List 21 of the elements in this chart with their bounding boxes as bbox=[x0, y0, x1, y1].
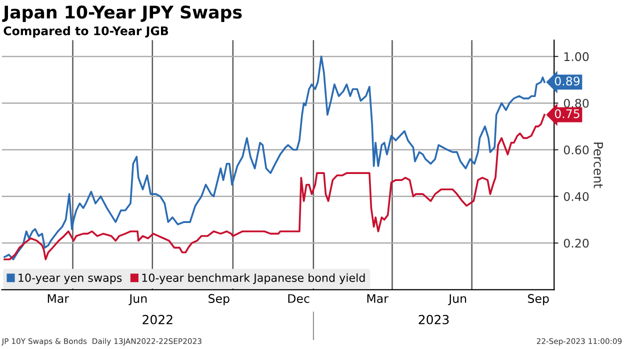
annotation: 0.75 bbox=[554, 109, 580, 118]
text: 2023 bbox=[418, 314, 449, 324]
x-tick-label: Jun bbox=[128, 294, 147, 306]
x-tick-label: Dec bbox=[288, 294, 310, 303]
y-tick-label: 1.00 bbox=[564, 52, 589, 62]
x-tick-label: Sep bbox=[208, 294, 230, 306]
chart-subtitle: Compared to 10-Year JGB bbox=[4, 26, 168, 38]
x-tick-label: Mar bbox=[48, 294, 70, 303]
y-tick-label: 0.20 bbox=[564, 238, 589, 248]
y-axis-title: Percent bbox=[594, 142, 603, 188]
y-tick-label: 0.60 bbox=[564, 145, 589, 154]
x-tick-label: Jun bbox=[448, 294, 466, 306]
annotation: 0.89 bbox=[554, 76, 580, 86]
legend-label: 10-year yen swaps bbox=[18, 274, 122, 284]
x-tick-label: Mar bbox=[367, 294, 388, 303]
chart-title: Japan 10-Year JPY Swaps bbox=[2, 6, 242, 22]
y-tick-label: 0.40 bbox=[564, 192, 589, 202]
legend-label: 10-year benchmark Japanese bond yield bbox=[142, 273, 365, 284]
x-tick-label: Sep bbox=[528, 294, 549, 306]
y-tick-label: 0.80 bbox=[564, 98, 589, 108]
text: 2022 bbox=[142, 314, 172, 324]
